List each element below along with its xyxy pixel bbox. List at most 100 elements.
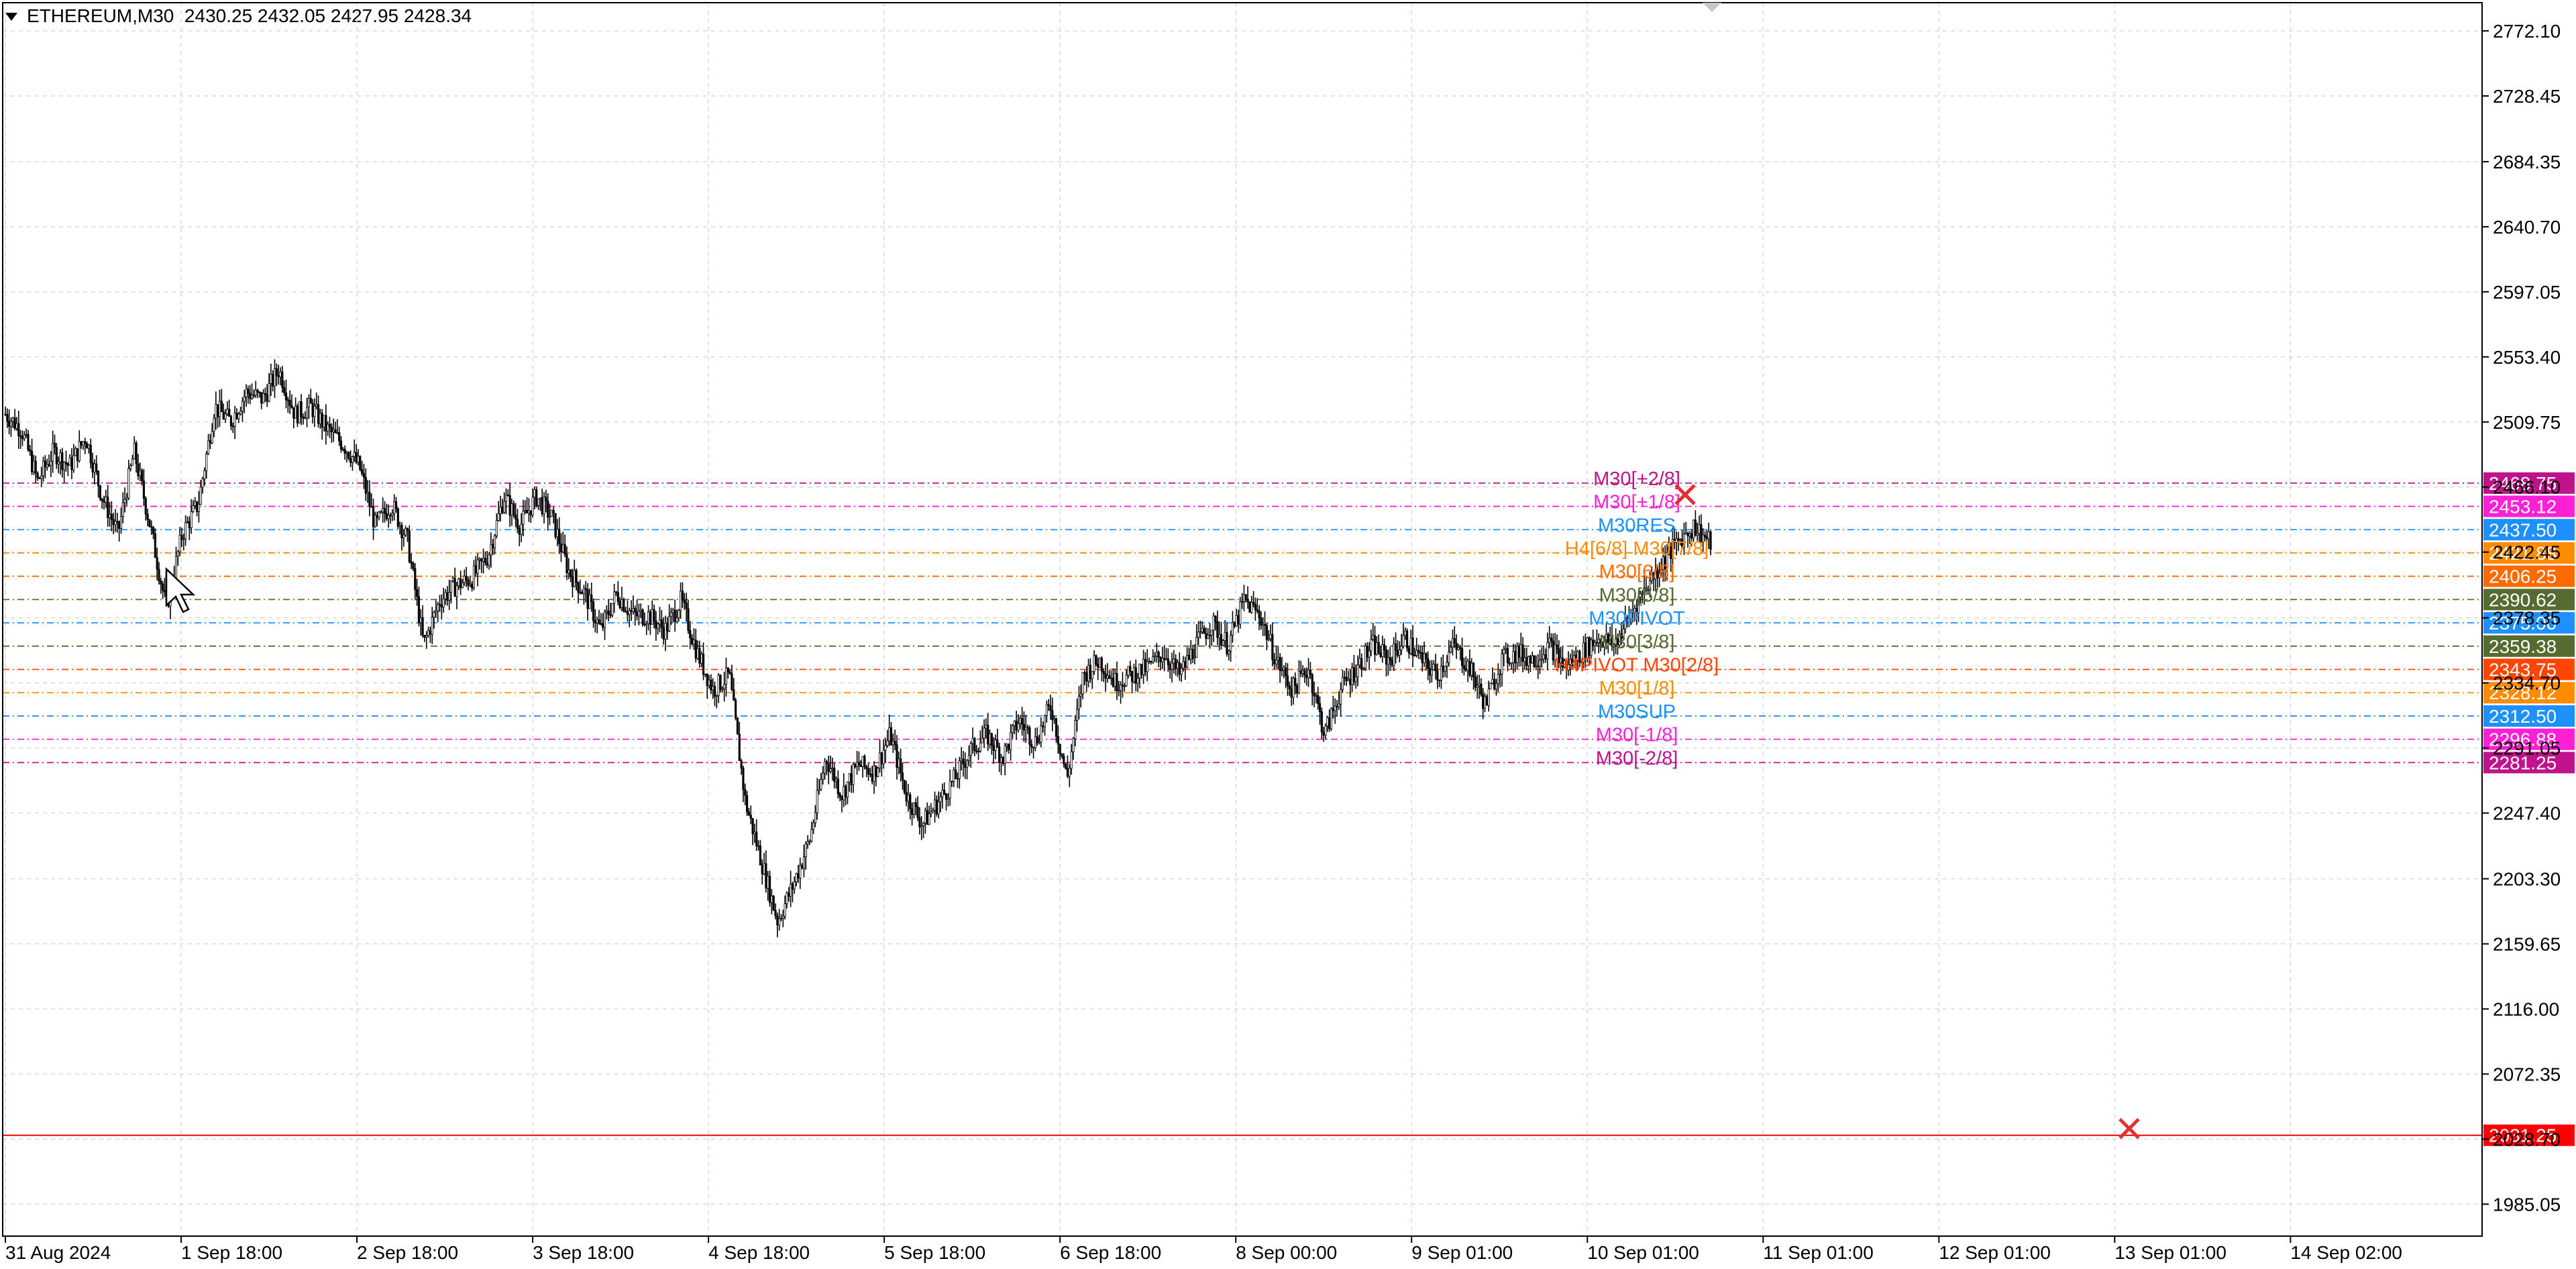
price-box-label: 2281.25: [2489, 752, 2557, 773]
candle-body: [1262, 623, 1265, 626]
candle-body: [1220, 634, 1223, 646]
x-tick-label: 5 Sep 18:00: [884, 1242, 985, 1263]
candle-body: [1694, 519, 1697, 536]
candle-body: [66, 463, 69, 466]
candle-body: [129, 465, 132, 469]
candle-body: [745, 795, 749, 813]
candle-body: [1599, 638, 1602, 644]
candle-body: [484, 558, 486, 563]
candle-body: [660, 619, 663, 628]
candle-body: [237, 413, 240, 419]
candle-body: [841, 797, 843, 801]
candle-body: [1231, 622, 1234, 636]
candle-body: [1686, 533, 1689, 537]
price-box: [2483, 589, 2575, 611]
candle-body: [1419, 652, 1421, 654]
candle-body: [582, 588, 586, 595]
candle-body: [1051, 710, 1054, 720]
candle-body: [302, 416, 305, 419]
candle-body: [1043, 715, 1046, 727]
candle-body: [588, 594, 591, 609]
cross-marker-bottom[interactable]: [2118, 1117, 2140, 1139]
candle-body: [554, 513, 557, 538]
candle-body: [1341, 676, 1344, 690]
candle-body: [182, 538, 185, 540]
candle-body: [1127, 666, 1130, 676]
markers[interactable]: [165, 3, 2140, 1139]
candle-body: [575, 570, 578, 583]
candle-body: [488, 554, 490, 566]
candle-body: [1049, 705, 1052, 711]
candle-body: [1540, 658, 1543, 661]
candle-body: [994, 740, 997, 751]
candle-body: [1702, 534, 1705, 542]
candle-body: [1588, 638, 1591, 656]
candle-body: [1554, 644, 1556, 661]
candle-body: [1489, 682, 1492, 690]
candle-body: [1311, 674, 1313, 694]
candle-body: [937, 801, 940, 815]
candle-body: [140, 470, 144, 482]
candle-body: [412, 563, 415, 569]
candle-body: [1233, 622, 1236, 627]
candle-body: [1038, 742, 1040, 744]
candle-body: [435, 610, 437, 613]
cross-marker-top[interactable]: [1674, 484, 1696, 505]
candle-body: [131, 458, 134, 466]
candle-body: [1283, 667, 1285, 670]
candle-body: [776, 915, 779, 925]
candle-body: [1015, 720, 1018, 731]
candle-body: [1404, 630, 1407, 636]
candle-body: [964, 764, 967, 768]
price-box-label: 2031.25: [2489, 1125, 2557, 1146]
candle-body: [710, 679, 712, 691]
candle-body: [1658, 573, 1661, 578]
candle-body: [1654, 569, 1657, 580]
candle-body: [653, 609, 655, 621]
candle-body: [351, 456, 354, 463]
candle-body: [1660, 569, 1663, 574]
candle-body: [1560, 658, 1562, 664]
candle-body: [1317, 695, 1320, 704]
y-tick-label: 2159.65: [2493, 933, 2561, 954]
candle-body: [419, 617, 422, 623]
candle-body: [623, 599, 625, 611]
dropdown-arrow-icon[interactable]: [5, 13, 17, 21]
candle-body: [17, 423, 20, 436]
candle-body: [1006, 744, 1008, 747]
candle-body: [669, 612, 673, 617]
candle-body: [837, 778, 839, 795]
candle-body: [1244, 594, 1247, 600]
candle-body: [1709, 531, 1712, 550]
candle-body: [1436, 670, 1439, 681]
candle-body: [1269, 633, 1272, 640]
candle-body: [1011, 725, 1014, 733]
candle-body: [1460, 648, 1464, 666]
candle-body: [949, 780, 951, 799]
candle-body: [1586, 638, 1589, 659]
candle-body: [1615, 638, 1617, 645]
candle-body: [53, 443, 56, 448]
candle-body: [1345, 676, 1348, 681]
candle-body: [1512, 651, 1515, 664]
candle-body: [163, 590, 166, 593]
candle-body: [482, 558, 485, 562]
candle-body: [1531, 655, 1534, 664]
candle-body: [87, 444, 91, 449]
candle-body: [460, 578, 462, 589]
candle-body: [478, 558, 481, 560]
candle-body: [765, 863, 767, 889]
candle-body: [1565, 660, 1568, 671]
y-tick-label: 2116.00: [2493, 999, 2559, 1019]
candle-body: [125, 497, 128, 500]
scroll-shift-icon[interactable]: [1703, 3, 1721, 12]
candle-body: [201, 478, 204, 488]
candle-body: [910, 808, 914, 815]
candle-body: [1501, 653, 1503, 674]
candle-body: [1515, 646, 1519, 664]
candle-body: [1097, 664, 1099, 668]
candle-body: [1322, 731, 1325, 736]
candle-body: [493, 536, 496, 548]
candle-body: [385, 513, 388, 519]
